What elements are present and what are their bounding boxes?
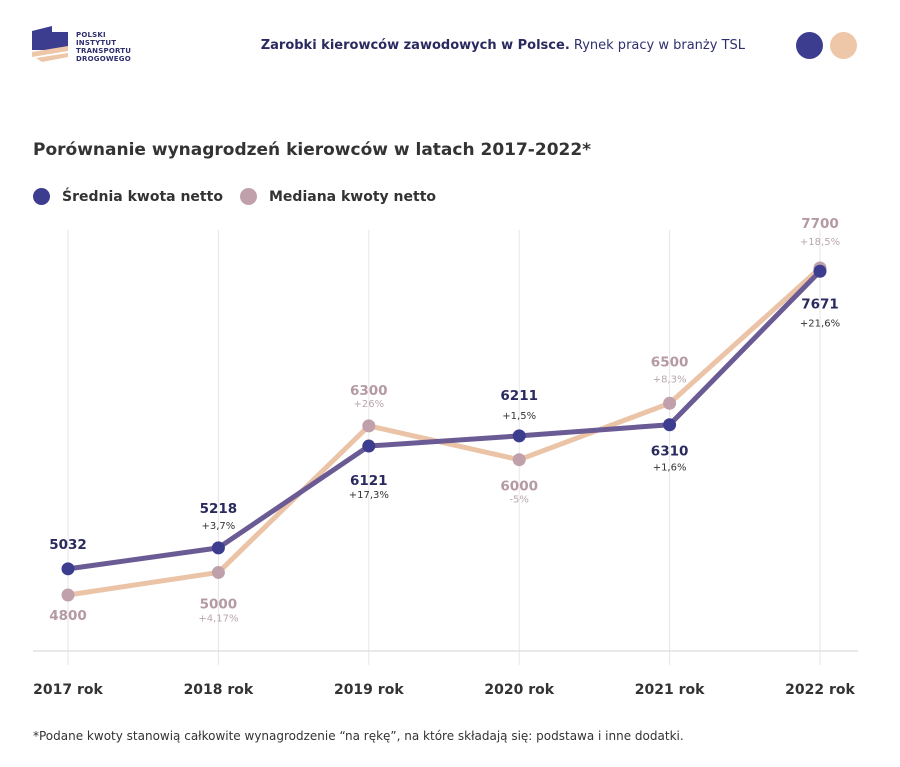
data-point-median: [61, 588, 75, 602]
pitd-logo-icon: [32, 26, 68, 62]
data-label-value-median: 6300: [350, 383, 388, 399]
data-label-value-median: 4800: [49, 608, 87, 624]
logo-line: DROGOWEGO: [76, 55, 131, 63]
data-point-median: [512, 453, 526, 467]
logo-text: POLSKI INSTYTUT TRANSPORTU DROGOWEGO: [76, 31, 131, 63]
logo-line: INSTYTUT: [76, 39, 117, 47]
data-label-value-average: 6121: [350, 473, 388, 489]
data-point-average: [663, 418, 677, 432]
data-label-change-median: +26%: [353, 399, 384, 410]
logo-line: POLSKI: [76, 31, 106, 39]
legend-item-median: Mediana kwoty netto: [240, 188, 436, 205]
data-point-average: [813, 264, 827, 278]
x-tick-label: 2021 rok: [635, 682, 705, 698]
header-dot-peach-icon: [830, 32, 857, 59]
legend-dot-median-icon: [240, 188, 257, 205]
data-label-change-median: +18,5%: [800, 237, 840, 248]
data-label-value-median: 6000: [500, 479, 538, 495]
data-label-change-average: +1,6%: [653, 463, 687, 474]
legend-dot-average-icon: [33, 188, 50, 205]
legend-label-median: Mediana kwoty netto: [269, 188, 437, 205]
data-label-change-average: +1,5%: [502, 411, 536, 422]
data-label-change-median: +8,3%: [653, 374, 687, 385]
header-title-bold: Zarobki kierowców zawodowych w Polsce.: [260, 38, 570, 53]
data-label-value-average: 5032: [49, 537, 87, 553]
data-label-value-average: 6310: [651, 444, 689, 460]
header-dot-navy-icon: [796, 32, 823, 59]
x-tick-label: 2020 rok: [484, 682, 554, 698]
data-point-average: [512, 429, 526, 443]
data-label-change-average: +21,6%: [800, 318, 840, 329]
logo-line: TRANSPORTU: [76, 47, 132, 55]
series-line-median: [65, 265, 823, 598]
x-tick-label: 2022 rok: [785, 682, 855, 698]
x-tick-label: 2018 rok: [184, 682, 254, 698]
data-label-value-median: 5000: [200, 596, 238, 612]
data-label-change-average: +17,3%: [349, 490, 389, 501]
data-point-median: [211, 565, 225, 579]
legend-label-average: Średnia kwota netto: [62, 188, 223, 205]
data-label-value-average: 5218: [200, 501, 238, 517]
data-label-value-average: 6211: [500, 388, 538, 404]
x-tick-label: 2019 rok: [334, 682, 404, 698]
series-line-average: [65, 268, 823, 572]
data-point-median: [663, 396, 677, 410]
data-label-change-median: -5%: [509, 495, 528, 506]
data-label-value-median: 7700: [801, 216, 839, 232]
chart-title: Porównanie wynagrodzeń kierowców w latac…: [33, 140, 592, 160]
footnote: *Podane kwoty stanowią całkowite wynagro…: [33, 729, 684, 743]
header-title-regular: Rynek pracy w branży TSL: [569, 38, 745, 53]
header-title: Zarobki kierowców zawodowych w Polsce. R…: [261, 38, 745, 53]
data-point-average: [61, 562, 75, 576]
data-point-average: [362, 439, 376, 453]
x-tick-label: 2017 rok: [33, 682, 103, 698]
data-label-change-median: +4,17%: [198, 613, 238, 624]
data-point-median: [362, 419, 376, 433]
data-label-value-average: 7671: [801, 296, 839, 312]
legend-item-average: Średnia kwota netto: [33, 188, 223, 205]
data-label-change-average: +3,7%: [202, 521, 236, 532]
data-label-value-median: 6500: [651, 354, 689, 370]
data-point-average: [211, 541, 225, 555]
